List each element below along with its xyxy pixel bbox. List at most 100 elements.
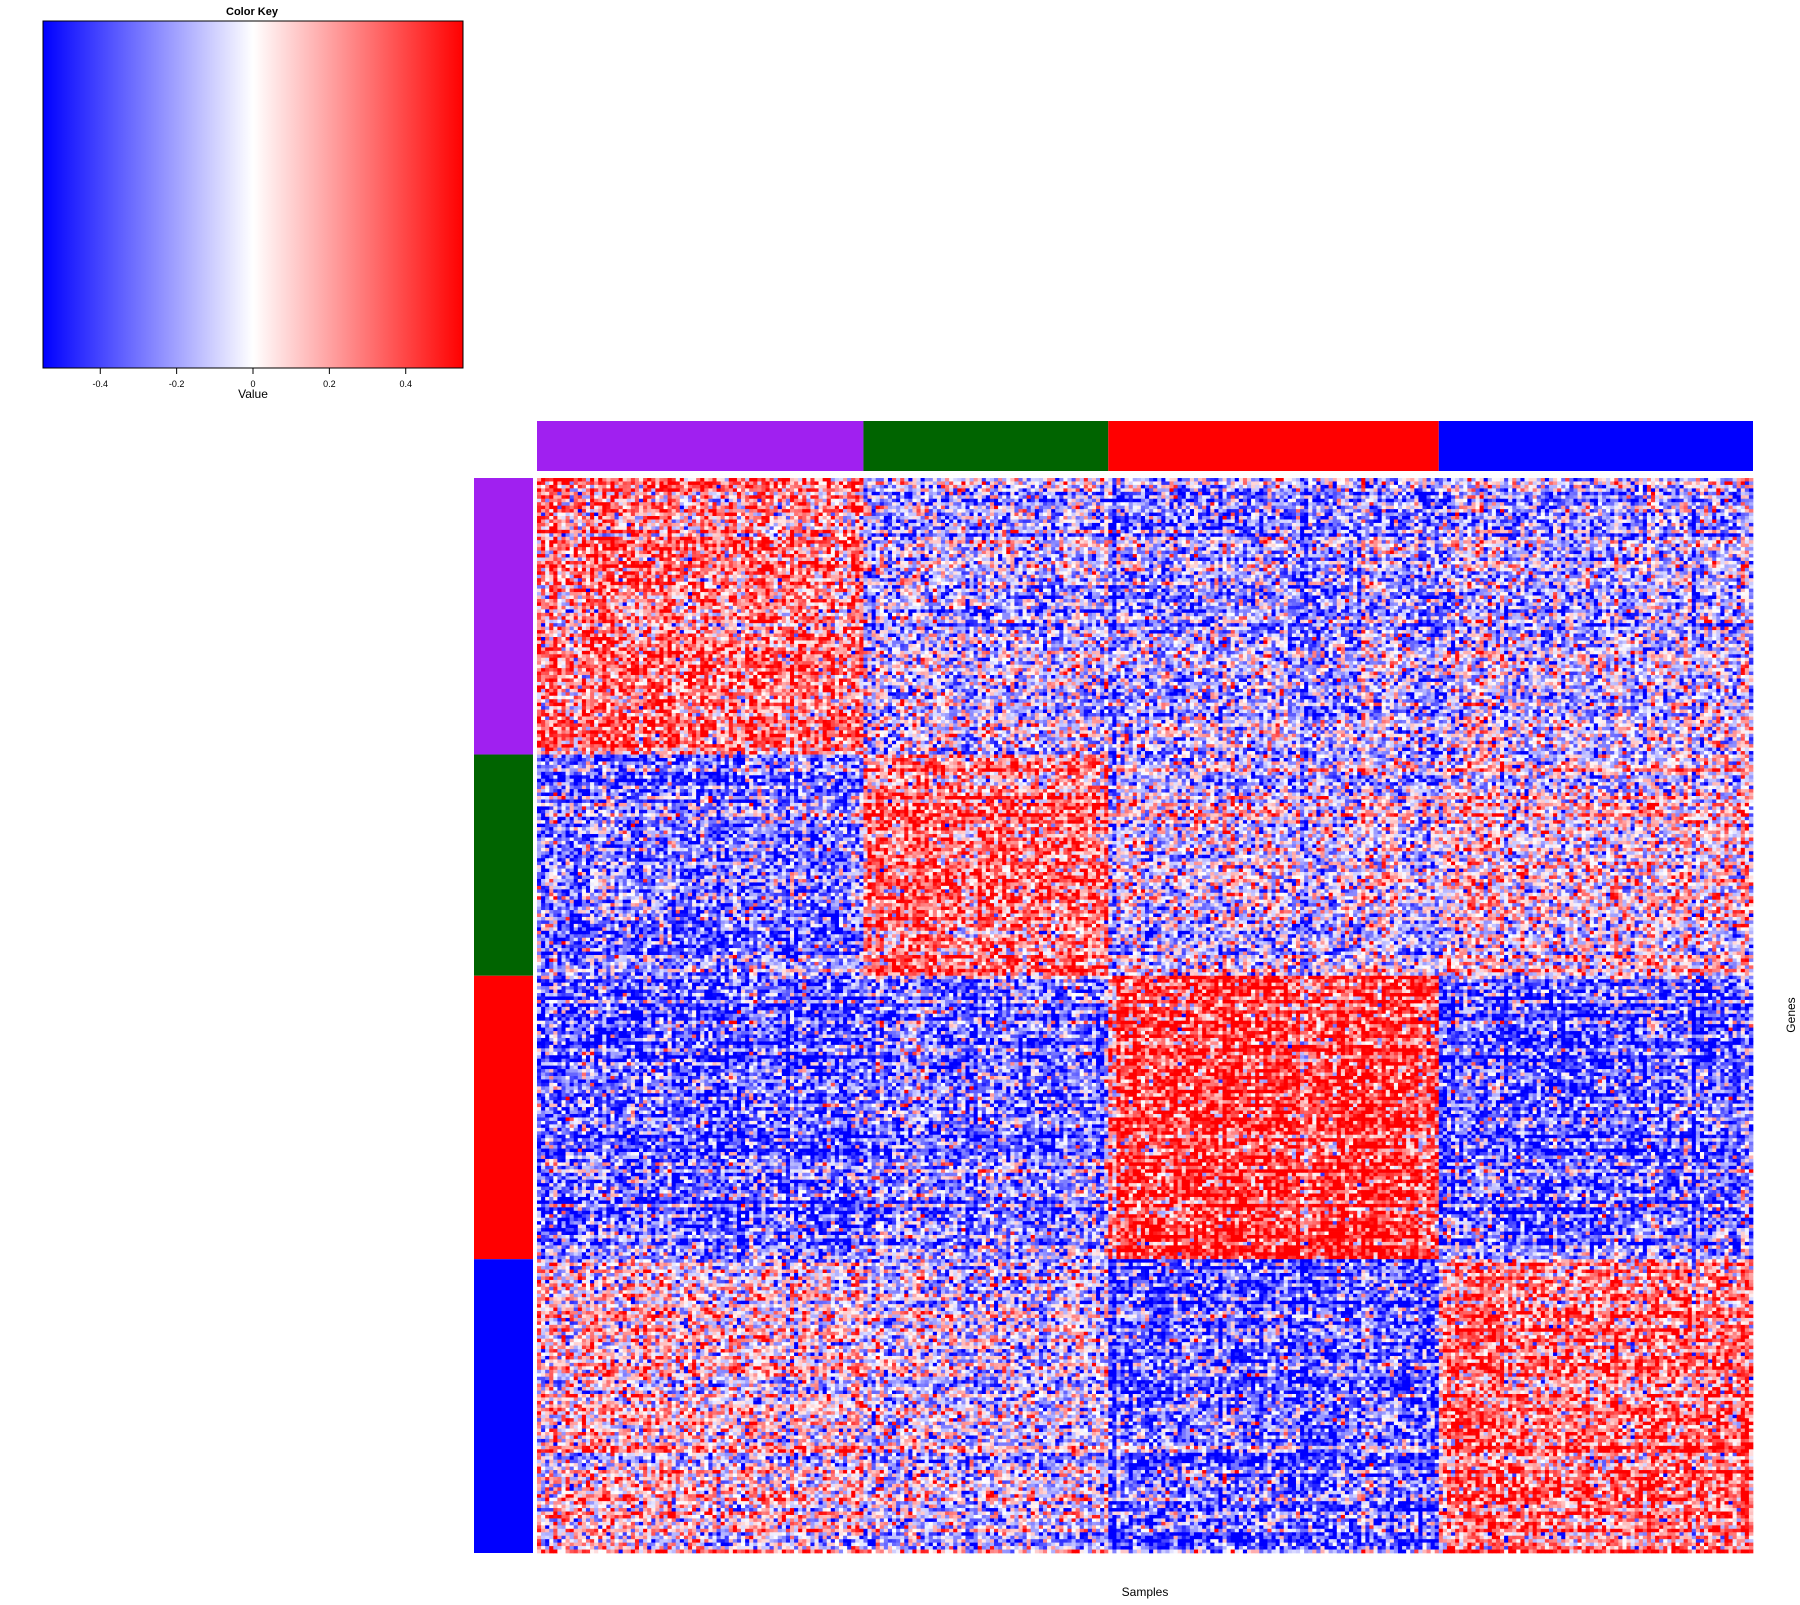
heatmap-cell [1116,478,1120,482]
heatmap-cell [1655,478,1659,482]
heatmap-cell [1349,478,1353,482]
heatmap-cell [1741,478,1745,482]
heatmap-cell [1361,478,1365,482]
heatmap-cell [753,481,757,485]
heatmap-cell [1239,478,1243,482]
heatmap-cell [1027,478,1031,482]
heatmap-cell [819,478,823,482]
heatmap-cell [1488,478,1492,482]
heatmap-cell [737,481,741,485]
heatmap-cell [1643,478,1647,482]
heatmap-cell [978,478,982,482]
heatmap-cell [912,478,916,482]
heatmap-cell [1063,478,1067,482]
heatmap-cell [1104,478,1108,482]
heatmap-cell [859,481,863,485]
heatmap-cell [1345,478,1349,482]
heatmap-cell [1675,478,1679,482]
heatmap-cell [717,481,721,485]
heatmap-cell [990,478,994,482]
heatmap-cell [1516,478,1520,482]
heatmap-cell [1696,478,1700,482]
heatmap-cell [725,478,729,482]
heatmap-cell [847,481,851,485]
column-side-colors [537,421,1753,471]
column-group-bar-2 [863,421,1108,471]
heatmap-cell [1210,478,1214,482]
heatmap-cell [1394,478,1398,482]
heatmap-cell [1684,478,1688,482]
heatmap-cell [1272,478,1276,482]
heatmap-cell [553,481,557,485]
heatmap-cell [1182,478,1186,482]
heatmap-cell [1647,478,1651,482]
heatmap-cell [635,481,639,485]
heatmap-cell [912,481,916,485]
row-group-bar-4 [474,1259,533,1553]
heatmap-cell [1627,478,1631,482]
heatmap-cell [1680,478,1684,482]
heatmap-cell [859,478,863,482]
heatmap-cell [761,481,765,485]
heatmap-cell [1235,478,1239,482]
heatmap-cell [925,478,929,482]
heatmap-cell [1484,478,1488,482]
row-side-colors [474,478,533,1553]
color-key-tick-label: 0.2 [323,379,336,389]
heatmap-cell [1100,478,1104,482]
heatmap-cell [1019,478,1023,482]
heatmap-cell [1410,478,1414,482]
heatmap-cell [553,478,557,482]
heatmap-cell [1333,478,1337,482]
heatmap-cell [672,478,676,482]
heatmap-cell [1214,478,1218,482]
heatmap-cell [1618,478,1622,482]
heatmap-cell [925,481,929,485]
column-group-bar-3 [1108,421,1439,471]
heatmap-cell [602,481,606,485]
heatmap-cell [1023,478,1027,482]
heatmap-svg: Color Key -0.4-0.200.20.4 Value Samples … [0,0,1800,1600]
heatmap-cell [872,478,876,482]
heatmap-cell [1712,478,1716,482]
heatmap-cell [1720,478,1724,482]
heatmap-cell [778,481,782,485]
heatmap-cell [1533,478,1537,482]
heatmap-cell [933,481,937,485]
heatmap-cell [1133,478,1137,482]
heatmap-cell [1671,478,1675,482]
heatmap-cell [786,478,790,482]
heatmap-cell [1243,478,1247,482]
heatmap-cell [1251,478,1255,482]
color-key-xlabel: Value [238,387,268,401]
heatmap-cell [1329,478,1333,482]
heatmap-cell [1610,478,1614,482]
heatmap-cell [717,478,721,482]
heatmap-cell [545,478,549,482]
heatmap-cell [1422,478,1426,482]
heatmap-cell [1357,478,1361,482]
heatmap-cell [827,478,831,482]
heatmap-cell [578,478,582,482]
heatmap-cell [651,481,655,485]
heatmap-cell [1447,478,1451,482]
heatmap-cell [900,478,904,482]
heatmap-cell [1145,478,1149,482]
heatmap-cell [1659,478,1663,482]
heatmap-cell [1047,478,1051,482]
heatmap-cell [1724,478,1728,482]
heatmap-cell [766,478,770,482]
heatmap-cell [749,478,753,482]
color-key-tick-label: -0.4 [93,379,109,389]
heatmap-cell [937,478,941,482]
heatmap-cell [1223,478,1227,482]
heatmap-cell [945,478,949,482]
heatmap-cell [1459,478,1463,482]
heatmap-cell [761,478,765,482]
heatmap-cell [929,481,933,485]
heatmap-cell [790,481,794,485]
heatmap-cell [733,478,737,482]
heatmap-cell [721,478,725,482]
heatmap-cell [1080,478,1084,482]
